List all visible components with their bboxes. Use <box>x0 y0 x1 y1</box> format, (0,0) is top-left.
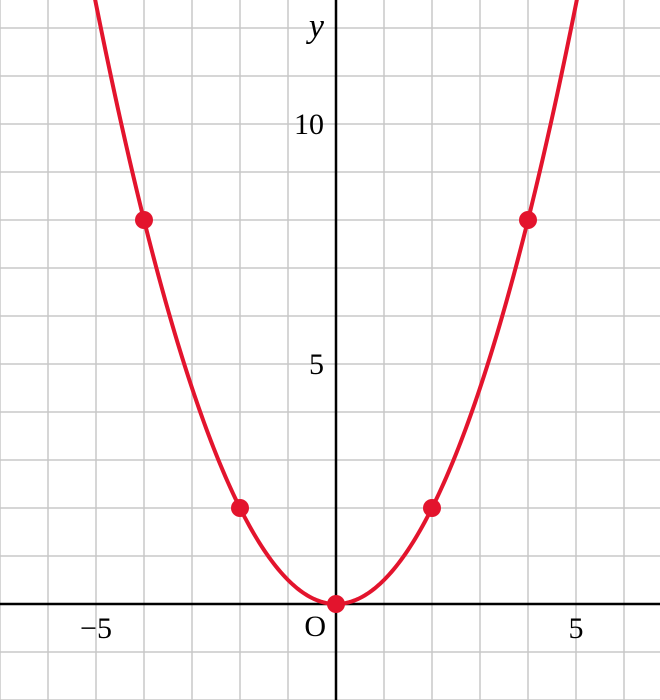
data-point <box>423 499 441 517</box>
y-axis-label: y <box>306 8 325 45</box>
x-tick-label: −5 <box>80 612 112 645</box>
x-tick-label: 5 <box>569 612 584 645</box>
chart-background <box>0 0 660 700</box>
data-point <box>135 211 153 229</box>
data-point <box>519 211 537 229</box>
parabola-chart: y O −5 5 5 10 <box>0 0 660 700</box>
data-point <box>231 499 249 517</box>
origin-label: O <box>304 610 326 643</box>
data-point <box>327 595 345 613</box>
y-tick-label: 10 <box>294 108 324 141</box>
y-tick-label: 5 <box>309 348 324 381</box>
